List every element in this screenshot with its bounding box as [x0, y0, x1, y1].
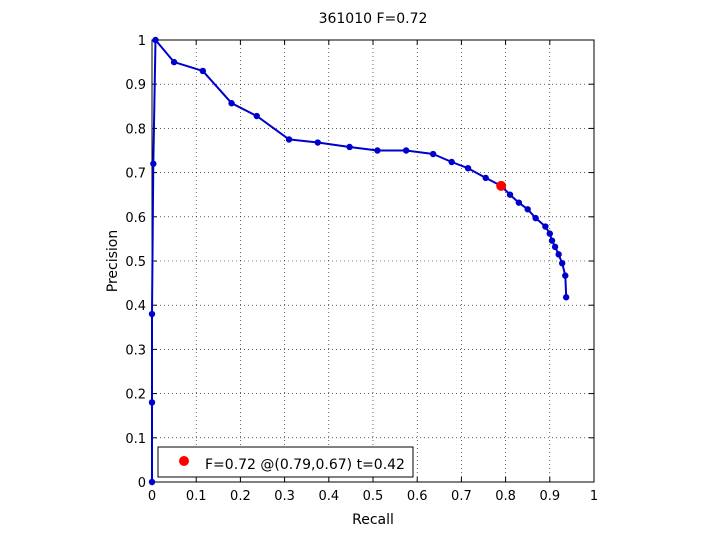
- x-tick-label: 0.2: [230, 489, 251, 504]
- data-point: [542, 223, 549, 230]
- data-point: [346, 143, 353, 151]
- data-point: [555, 251, 562, 258]
- data-point: [482, 174, 489, 182]
- y-tick-label: 0.9: [125, 78, 146, 93]
- y-axis-label: Precision: [105, 230, 121, 292]
- data-point: [253, 112, 260, 120]
- y-tick-label: 0.2: [125, 388, 146, 403]
- data-point: [374, 147, 381, 154]
- legend-marker: [179, 456, 189, 466]
- chart-title: 361010 F=0.72: [319, 11, 428, 27]
- legend-box: [157, 446, 414, 478]
- x-tick-label: 0.5: [363, 489, 384, 504]
- data-point: [148, 310, 156, 318]
- y-tick-label: 0: [138, 476, 146, 491]
- grid-lines: [152, 40, 594, 482]
- y-tick-label: 0.8: [125, 122, 146, 137]
- x-tick-label: 0.7: [451, 489, 472, 504]
- data-point: [148, 478, 156, 486]
- data-point: [506, 191, 514, 198]
- data-point: [150, 160, 157, 167]
- data-point: [562, 272, 569, 279]
- data-point: [464, 164, 472, 172]
- x-tick-label: 0.9: [539, 489, 560, 504]
- data-point: [532, 214, 539, 222]
- x-tick-label: 0.3: [274, 489, 295, 504]
- x-tick-label: 0.1: [186, 489, 207, 504]
- data-point: [551, 243, 559, 251]
- data-point: [448, 158, 455, 166]
- y-tick-label: 0.3: [125, 343, 146, 358]
- data-point: [515, 199, 523, 206]
- axis-ticks: 0 0.1 0.2 0.3 0.4 0.5 0.6 0.7 0.8 0.9 1 0 0.1 0.2 0.3 0…: [125, 34, 598, 504]
- legend-label: F=0.72 @(0.79,0.67) t=0.42: [205, 457, 405, 473]
- y-tick-label: 0.7: [125, 167, 146, 182]
- best-f-point: [496, 180, 507, 191]
- y-tick-label: 0.5: [125, 255, 146, 270]
- data-point: [148, 399, 156, 406]
- data-point: [546, 230, 553, 237]
- y-tick-label: 1: [138, 34, 146, 49]
- x-tick-label: 0.8: [495, 489, 516, 504]
- data-point: [402, 147, 410, 154]
- data-point: [285, 136, 293, 143]
- y-tick-label: 0.4: [125, 299, 146, 314]
- data-point: [228, 100, 235, 107]
- x-axis-label: Recall: [352, 512, 394, 528]
- series-layer: [148, 36, 570, 486]
- x-tick-label: 0: [148, 489, 156, 504]
- data-point: [314, 139, 321, 146]
- data-point: [562, 294, 570, 301]
- data-point: [548, 237, 556, 244]
- x-tick-label: 0.4: [318, 489, 339, 504]
- data-point: [429, 150, 437, 158]
- y-tick-label: 0.1: [125, 432, 146, 447]
- y-tick-label: 0.6: [125, 211, 146, 226]
- data-point: [152, 36, 159, 44]
- data-point: [558, 260, 566, 267]
- x-tick-label: 0.6: [407, 489, 428, 504]
- legend: F=0.72 @(0.79,0.67) t=0.42: [157, 446, 414, 478]
- x-tick-label: 1: [590, 489, 598, 504]
- data-point: [524, 206, 531, 213]
- data-point: [199, 67, 207, 75]
- data-point: [170, 58, 178, 66]
